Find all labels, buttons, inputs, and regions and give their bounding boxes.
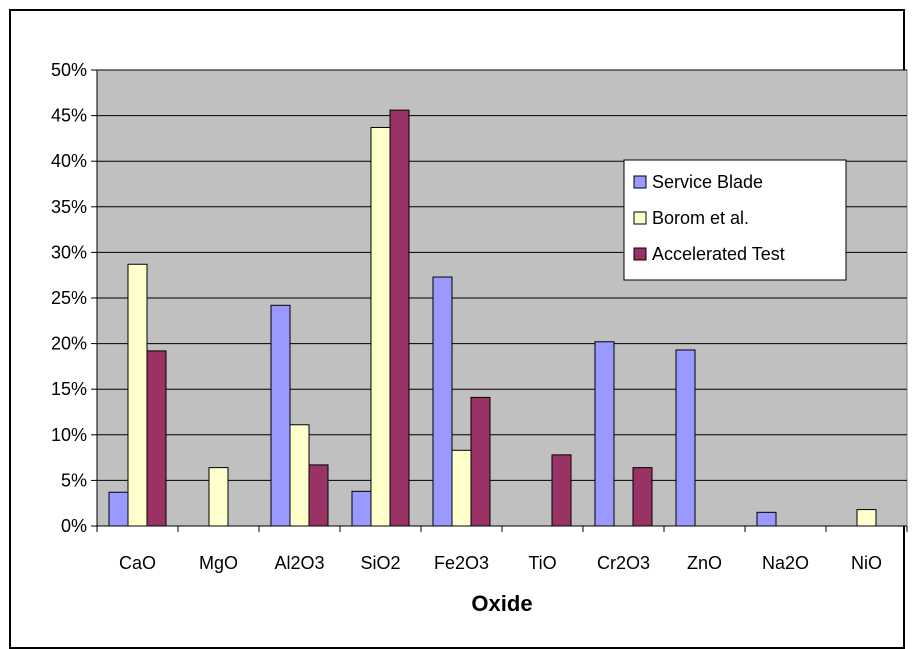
bar-borom-et-al-sio2	[370, 126, 391, 527]
x-tick-label: TiO	[528, 553, 556, 573]
bar-accelerated-test-al2o3	[308, 464, 329, 527]
bar-borom-et-al-al2o3	[289, 424, 310, 527]
legend-swatch	[633, 247, 647, 261]
x-tick-label: CaO	[119, 553, 156, 573]
y-tick-label: 30%	[51, 242, 87, 262]
bar-service-blade-sio2	[351, 490, 372, 527]
bar-accelerated-test-sio2	[389, 109, 410, 527]
x-tick-label: NiO	[851, 553, 882, 573]
x-tick-label: Na2O	[762, 553, 809, 573]
x-axis: CaO MgO Al2O3 SiO2 Fe2O3 TiO Cr2O3 ZnO Na2O NiO	[96, 525, 908, 573]
bar-service-blade-zno	[675, 349, 696, 527]
x-tick-label: SiO2	[360, 553, 400, 573]
x-tick-label: Fe2O3	[434, 553, 489, 573]
y-tick-label: 25%	[51, 288, 87, 308]
y-tick-label: 35%	[51, 197, 87, 217]
bar-service-blade-cr2o3	[594, 341, 615, 527]
bar-accelerated-test-fe2o3	[470, 396, 491, 527]
y-axis: 0% 5% 10% 15% 20% 25% 30% 35% 40% 45% 50%	[51, 60, 98, 536]
x-axis-title: Oxide	[471, 591, 532, 616]
legend: Service Blade Borom et al. Accelerated Tes…	[623, 159, 847, 281]
bar-borom-et-al-nio	[856, 509, 877, 527]
legend-label: Borom et al.	[652, 208, 749, 228]
y-tick-label: 50%	[51, 60, 87, 80]
bar-accelerated-test-cao	[146, 350, 167, 527]
y-tick-label: 15%	[51, 379, 87, 399]
y-tick-label: 45%	[51, 106, 87, 126]
bar-service-blade-na2o	[756, 511, 777, 527]
legend-box	[623, 159, 847, 281]
legend-swatch	[633, 211, 647, 225]
x-tick-label: Cr2O3	[597, 553, 650, 573]
bars	[108, 109, 877, 527]
y-tick-label: 40%	[51, 151, 87, 171]
x-tick-label: Al2O3	[274, 553, 324, 573]
legend-label: Accelerated Test	[652, 244, 785, 264]
legend-label: Service Blade	[652, 172, 763, 192]
legend-swatch	[633, 175, 647, 189]
bar-service-blade-al2o3	[270, 304, 291, 527]
y-tick-label: 10%	[51, 425, 87, 445]
bar-borom-et-al-cao	[127, 263, 148, 527]
y-tick-label: 5%	[61, 470, 87, 490]
bar-service-blade-cao	[108, 491, 129, 527]
bar-accelerated-test-tio	[551, 454, 572, 527]
x-tick-label: MgO	[199, 553, 238, 573]
bar-chart: 0% 5% 10% 15% 20% 25% 30% 35% 40% 45% 50% CaO MgO Al…	[51, 60, 908, 616]
y-tick-label: 20%	[51, 334, 87, 354]
bar-borom-et-al-mgo	[208, 467, 229, 527]
bar-borom-et-al-fe2o3	[451, 449, 472, 527]
y-tick-label: 0%	[61, 516, 87, 536]
bar-accelerated-test-cr2o3	[632, 467, 653, 527]
bar-service-blade-fe2o3	[432, 276, 453, 527]
x-tick-label: ZnO	[687, 553, 722, 573]
